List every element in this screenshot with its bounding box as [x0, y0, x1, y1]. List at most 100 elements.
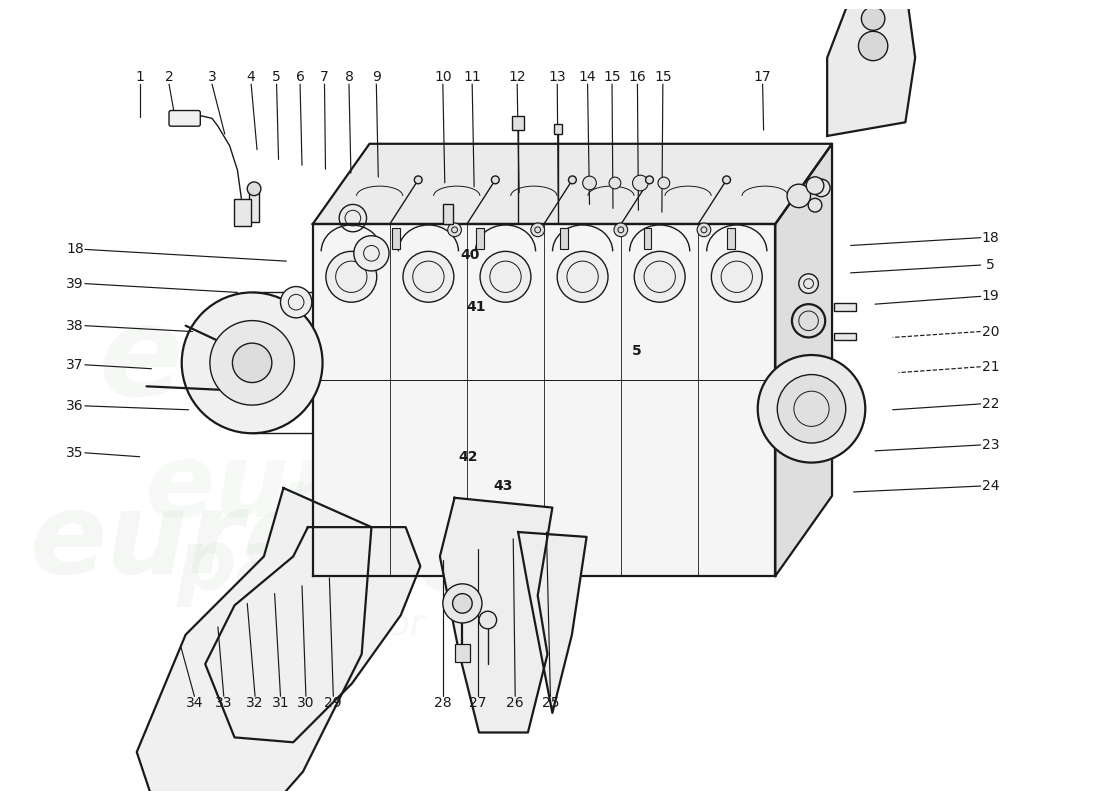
- Text: 9: 9: [372, 70, 381, 84]
- Text: 23: 23: [981, 438, 999, 452]
- Text: 1: 1: [135, 70, 144, 84]
- Circle shape: [813, 179, 830, 197]
- Text: 5: 5: [631, 344, 641, 358]
- Bar: [443, 205, 452, 224]
- Text: euro: euro: [145, 438, 412, 538]
- Circle shape: [723, 176, 730, 184]
- Circle shape: [531, 223, 544, 237]
- Text: 4: 4: [246, 70, 255, 84]
- Circle shape: [614, 223, 628, 237]
- Text: 10: 10: [434, 70, 452, 84]
- Text: 21: 21: [981, 360, 999, 374]
- Circle shape: [182, 293, 322, 434]
- Circle shape: [232, 343, 272, 382]
- Text: 11: 11: [463, 70, 481, 84]
- Circle shape: [758, 355, 866, 462]
- Polygon shape: [518, 532, 586, 713]
- Text: 20: 20: [981, 325, 999, 338]
- Circle shape: [788, 184, 811, 208]
- Circle shape: [248, 182, 261, 196]
- Circle shape: [712, 251, 762, 302]
- Text: 33: 33: [214, 696, 232, 710]
- Text: 27: 27: [470, 696, 487, 710]
- Text: 38: 38: [66, 318, 84, 333]
- Circle shape: [609, 177, 620, 189]
- Text: 34: 34: [186, 696, 204, 710]
- Polygon shape: [312, 144, 832, 224]
- Text: euro: euro: [30, 486, 322, 598]
- Text: passion: passion: [279, 466, 609, 540]
- Circle shape: [558, 251, 608, 302]
- Polygon shape: [827, 0, 915, 136]
- Text: 1985: 1985: [411, 361, 635, 439]
- Text: 15: 15: [603, 70, 620, 84]
- Bar: [392, 228, 399, 250]
- Circle shape: [210, 321, 295, 405]
- Circle shape: [480, 251, 531, 302]
- Text: 3: 3: [208, 70, 217, 84]
- Circle shape: [806, 177, 824, 194]
- Text: a passion for: a passion for: [191, 608, 425, 642]
- Circle shape: [808, 198, 822, 212]
- Circle shape: [658, 177, 670, 189]
- Text: 2: 2: [165, 70, 174, 84]
- Circle shape: [443, 584, 482, 623]
- Circle shape: [632, 175, 648, 191]
- Text: 30: 30: [297, 696, 315, 710]
- Text: 26: 26: [506, 696, 524, 710]
- Bar: [554, 124, 562, 134]
- Circle shape: [858, 31, 888, 61]
- Circle shape: [569, 176, 576, 184]
- Circle shape: [778, 374, 846, 443]
- Text: 31: 31: [272, 696, 289, 710]
- Circle shape: [646, 176, 653, 184]
- Text: 35: 35: [66, 446, 84, 460]
- Text: 5: 5: [272, 70, 280, 84]
- Circle shape: [415, 176, 422, 184]
- Text: 16: 16: [628, 70, 647, 84]
- Bar: [560, 228, 568, 250]
- Circle shape: [478, 611, 496, 629]
- Text: 43: 43: [494, 479, 513, 493]
- Circle shape: [492, 176, 499, 184]
- Circle shape: [861, 7, 884, 30]
- Text: 18: 18: [981, 230, 999, 245]
- Bar: [834, 333, 856, 340]
- Text: 13: 13: [549, 70, 566, 84]
- Text: 29: 29: [324, 696, 342, 710]
- Text: a passion for: a passion for: [232, 293, 482, 331]
- Bar: [233, 198, 251, 226]
- Bar: [454, 645, 470, 662]
- Text: 14: 14: [579, 70, 596, 84]
- Text: 15: 15: [654, 70, 672, 84]
- Text: 19: 19: [981, 290, 999, 303]
- Bar: [834, 303, 856, 311]
- Text: 5: 5: [986, 258, 994, 272]
- Bar: [476, 228, 484, 250]
- Text: 41: 41: [466, 300, 486, 314]
- Text: passion: passion: [177, 526, 537, 606]
- Circle shape: [635, 251, 685, 302]
- Text: 40: 40: [461, 248, 480, 262]
- Circle shape: [583, 176, 596, 190]
- Bar: [727, 228, 735, 250]
- Circle shape: [697, 223, 711, 237]
- Text: 22: 22: [981, 397, 999, 411]
- Text: 12: 12: [508, 70, 526, 84]
- Polygon shape: [206, 527, 420, 742]
- Text: 36: 36: [66, 399, 84, 413]
- FancyBboxPatch shape: [169, 110, 200, 126]
- Circle shape: [354, 236, 389, 271]
- Circle shape: [326, 251, 376, 302]
- Circle shape: [280, 286, 311, 318]
- Polygon shape: [776, 144, 832, 576]
- Bar: [513, 116, 524, 130]
- Text: euro: euro: [98, 300, 419, 422]
- Text: 28: 28: [434, 696, 452, 710]
- Polygon shape: [312, 224, 776, 576]
- Bar: [644, 228, 651, 250]
- Circle shape: [799, 274, 818, 294]
- Text: 7: 7: [320, 70, 329, 84]
- Text: 18: 18: [66, 242, 84, 256]
- Text: 24: 24: [981, 479, 999, 493]
